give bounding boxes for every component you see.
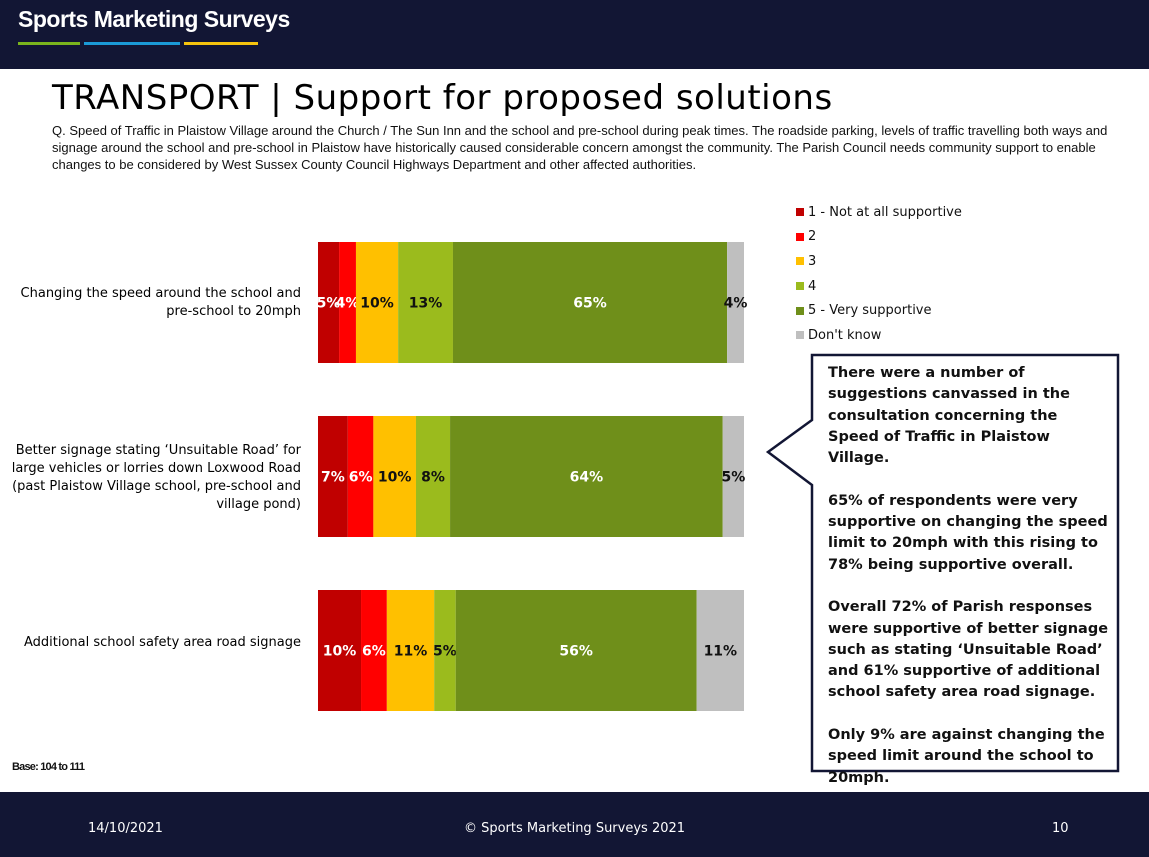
chart-legend: 1 - Not at all supportive 2 3 4 5 - Very sup… (796, 200, 962, 348)
legend-item: 3 (796, 249, 962, 274)
data-label: 11% (394, 644, 428, 660)
bar-segment (339, 242, 356, 363)
data-label: 11% (704, 644, 738, 660)
legend-label: 3 (808, 253, 817, 269)
logo-underline-green (18, 42, 80, 45)
data-label: 5% (721, 470, 745, 486)
legend-label: 4 (808, 278, 817, 294)
legend-label: 1 - Not at all supportive (808, 204, 962, 220)
data-label: 4% (336, 296, 360, 312)
bar-segment (318, 416, 348, 537)
page-number: 10 (1052, 821, 1069, 836)
header-bar: Sports Marketing Surveys (0, 0, 1149, 69)
footer-date: 14/10/2021 (88, 821, 163, 836)
legend-item: 1 - Not at all supportive (796, 200, 962, 225)
logo-underline-blue (84, 42, 180, 45)
data-label: 6% (349, 470, 373, 486)
data-label: 56% (559, 644, 593, 660)
legend-swatch (796, 282, 804, 291)
bar-segment (318, 242, 340, 363)
brand-logo: Sports Marketing Surveys (18, 6, 290, 32)
bar-segment (434, 590, 456, 711)
bar-segment (386, 590, 435, 711)
bar-segment (347, 416, 374, 537)
data-label: 4% (724, 296, 748, 312)
legend-label: Don't know (808, 327, 882, 343)
bar-segment (452, 242, 728, 363)
bar-segment (361, 590, 387, 711)
legend-label: 2 (808, 229, 817, 245)
row-label-unsuitable-road: Better signage stating ‘Unsuitable Road’… (11, 443, 301, 512)
data-label: 65% (573, 296, 607, 312)
bar-segment (722, 416, 744, 537)
legend-item: 5 - Very supportive (796, 298, 962, 323)
data-label: 5% (433, 644, 457, 660)
row-label-speed: Changing the speed around the school and… (20, 286, 301, 319)
legend-swatch (796, 306, 804, 315)
legend-item: Don't know (796, 323, 962, 348)
legend-label: 5 - Very supportive (808, 303, 932, 319)
legend-swatch (796, 208, 804, 217)
data-label: 5% (317, 296, 341, 312)
footer-bar: 14/10/2021 © Sports Marketing Surveys 20… (0, 792, 1149, 857)
bar-segment (318, 590, 362, 711)
legend-item: 4 (796, 274, 962, 299)
bar-segment (696, 590, 744, 711)
bar-segment (373, 416, 416, 537)
data-label: 13% (409, 296, 443, 312)
data-label: 64% (570, 470, 604, 486)
base-note: Base: 104 to 111 (12, 761, 85, 773)
legend-swatch (796, 257, 804, 266)
data-label: 10% (360, 296, 394, 312)
legend-swatch (796, 331, 804, 340)
row-label-safety-signage: Additional school safety area road signa… (23, 635, 301, 650)
bar-segment (398, 242, 453, 363)
page-title: TRANSPORT | Support for proposed solutio… (52, 78, 833, 118)
logo-underline-yellow (184, 42, 258, 45)
legend-item: 2 (796, 225, 962, 250)
legend-swatch (796, 232, 804, 241)
data-label: 10% (378, 470, 412, 486)
bar-segment (415, 416, 451, 537)
bar-segment (727, 242, 744, 363)
data-label: 10% (323, 644, 357, 660)
bar-segment (450, 416, 723, 537)
data-label: 8% (421, 470, 445, 486)
data-label: 6% (362, 644, 386, 660)
bar-segment (355, 242, 399, 363)
data-label: 7% (321, 470, 345, 486)
footer-copyright: © Sports Marketing Surveys 2021 (463, 821, 686, 836)
bar-segment (455, 590, 697, 711)
callout-text: There were a number of suggestions canva… (828, 365, 1109, 786)
question-text: Q. Speed of Traffic in Plaistow Village … (52, 123, 1108, 172)
